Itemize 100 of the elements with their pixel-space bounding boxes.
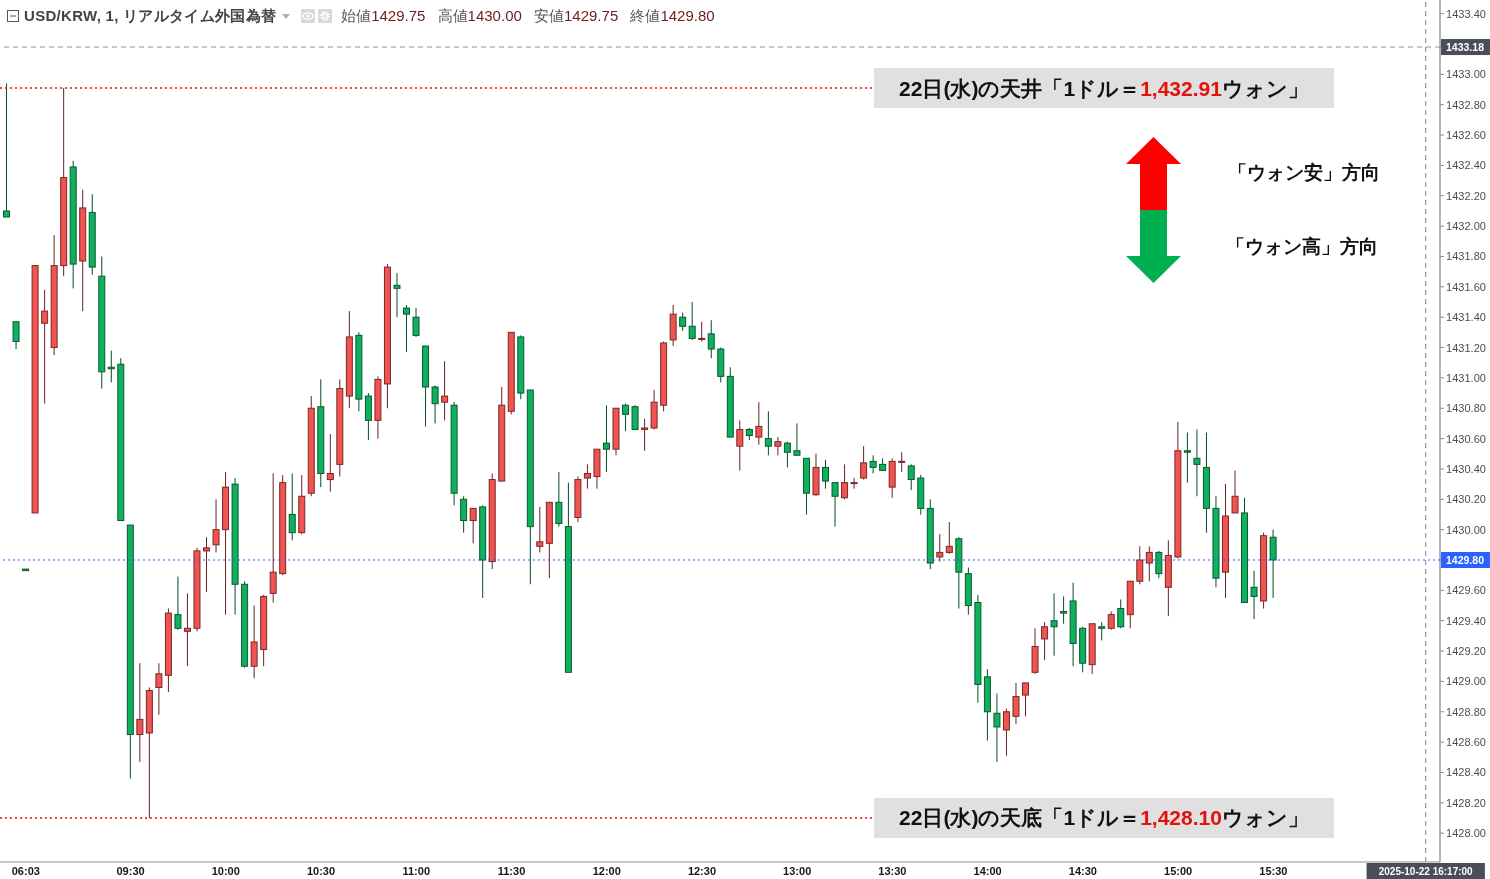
x-tick-label: 14:00	[973, 865, 1002, 877]
candlestick	[12, 321, 20, 350]
annotation: 「ウォン安」方向	[1228, 161, 1380, 185]
candlestick	[1107, 611, 1115, 631]
y-tick-label: 1429.00	[1446, 675, 1486, 688]
candlestick	[822, 459, 830, 490]
candlestick	[1050, 592, 1058, 657]
y-tick-label: 1430.20	[1446, 493, 1486, 506]
ref-line-label: 22日(水)の天井「1ドル＝1,432.91ウォン」	[899, 76, 1309, 100]
candlestick	[755, 401, 763, 446]
y-tick-label: 1429.20	[1446, 645, 1486, 658]
y-tick-label: 1433.18	[1446, 41, 1485, 54]
candlestick	[1231, 469, 1239, 514]
candlestick	[783, 441, 791, 468]
candlestick	[536, 506, 544, 553]
y-tick-label: 1432.80	[1446, 98, 1486, 111]
candlestick	[774, 436, 782, 456]
candlestick	[602, 404, 610, 473]
y-tick-label: 1431.00	[1446, 371, 1486, 384]
candlestick	[707, 319, 715, 359]
candlestick	[1193, 428, 1201, 497]
candlestick	[622, 403, 630, 432]
candlestick	[1269, 529, 1277, 599]
candlestick	[1145, 545, 1153, 582]
candlestick	[183, 592, 191, 667]
candlestick	[155, 662, 163, 716]
candlestick	[393, 272, 401, 318]
candlestick	[555, 471, 563, 528]
x-tick-label: 2025-10-22 16:17:00	[1378, 865, 1474, 877]
y-tick-label: 1433.00	[1446, 68, 1486, 81]
x-tick-label: 11:00	[402, 865, 431, 877]
candlestick	[736, 419, 744, 471]
x-tick-label: 13:00	[783, 865, 812, 877]
candlestick	[288, 472, 296, 541]
x-tick-label: 09:30	[116, 865, 145, 877]
candlestick	[793, 422, 801, 456]
candlestick	[1155, 550, 1163, 579]
candlestick	[936, 533, 944, 563]
y-tick-label: 1430.80	[1446, 402, 1486, 415]
candlestick	[212, 498, 220, 553]
y-tick-label: 1432.40	[1446, 159, 1486, 172]
candlestick	[1060, 595, 1068, 625]
text: USD/KRW, 1, リアルタイム外国為替	[24, 6, 277, 26]
candlestick	[764, 410, 772, 456]
x-tick-label: 11:30	[497, 865, 526, 877]
candlestick	[269, 472, 277, 603]
candlestick	[850, 477, 858, 490]
y-tick-label: 1430.60	[1446, 432, 1486, 445]
y-tick-label: 1432.20	[1446, 189, 1486, 202]
candlestick	[203, 536, 211, 593]
candlestick	[898, 451, 906, 473]
candlestick	[469, 507, 477, 544]
x-tick-label: 06:03	[11, 865, 40, 877]
ref-line-label: 22日(水)の天底「1ドル＝1,428.10ウォン」	[899, 806, 1309, 830]
candlestick	[993, 693, 1001, 763]
candlestick	[1002, 708, 1010, 757]
candlestick	[583, 463, 591, 490]
candlestick	[860, 445, 868, 481]
candlestick	[1136, 545, 1144, 585]
candlestick	[1117, 598, 1125, 629]
candlestick	[136, 662, 144, 763]
candlestick	[869, 454, 877, 474]
x-tick-label: 10:30	[306, 865, 336, 877]
x-tick-label: 12:30	[687, 865, 717, 877]
y-tick-label: 1429.40	[1446, 614, 1486, 627]
candlestick	[698, 321, 706, 342]
y-tick-label: 1430.00	[1446, 523, 1486, 536]
candlestick	[441, 360, 449, 421]
y-tick-label: 1428.80	[1446, 705, 1486, 718]
candlestick	[460, 495, 468, 534]
candlestick	[1098, 621, 1106, 641]
y-tick-label: 1431.20	[1446, 341, 1486, 354]
candlestick	[1041, 621, 1049, 661]
x-tick-label: 14:30	[1068, 865, 1097, 877]
candlestick	[945, 521, 953, 555]
x-tick-label: 15:30	[1259, 865, 1288, 877]
candlestick	[679, 312, 687, 332]
y-tick-label: 1429.60	[1446, 584, 1486, 597]
y-tick-label: 1432.60	[1446, 129, 1486, 142]
candlestick	[3, 82, 11, 218]
y-tick-label: 1428.40	[1446, 766, 1486, 779]
y-tick-label: 1432.00	[1446, 220, 1486, 233]
candlestick	[831, 482, 839, 528]
y-tick-label: 1428.00	[1446, 827, 1486, 840]
y-tick-label: 1433.40	[1446, 7, 1486, 20]
x-tick-label: 10:00	[211, 865, 240, 877]
candlestick	[403, 304, 410, 353]
y-tick-label: 1431.40	[1446, 311, 1486, 324]
y-tick-label: 1429.80	[1446, 554, 1485, 566]
candlestick	[41, 289, 49, 405]
candlestick	[688, 301, 696, 341]
y-tick-label: 1428.60	[1446, 736, 1486, 749]
y-tick-label: 1428.20	[1446, 796, 1486, 809]
y-tick-label: 1431.80	[1446, 250, 1486, 263]
x-tick-label: 13:30	[878, 865, 907, 877]
candlestick	[641, 418, 649, 452]
candlestick	[412, 307, 420, 338]
candlestick	[431, 384, 439, 424]
candlestick	[841, 463, 849, 500]
y-tick-label: 1430.40	[1446, 462, 1486, 475]
